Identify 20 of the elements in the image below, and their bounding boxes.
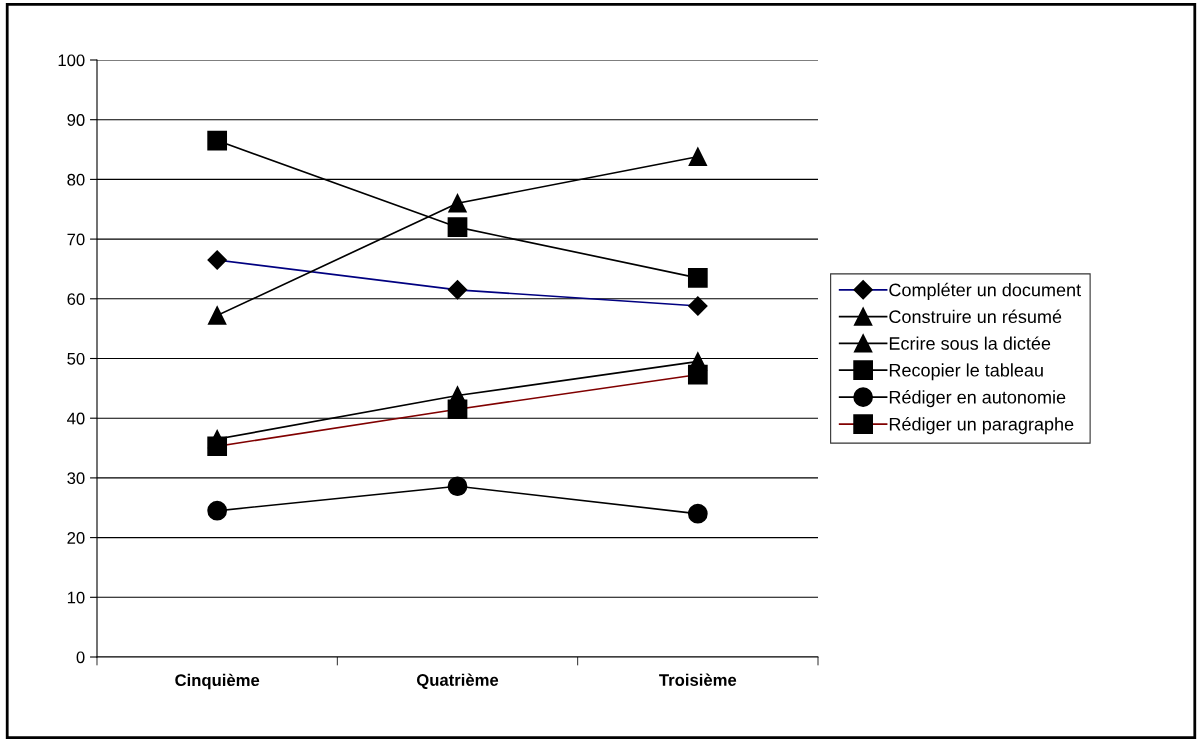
x-tick-label: Troisième xyxy=(659,673,737,686)
legend-label: Compléter un document xyxy=(889,282,1081,300)
y-tick-label: 70 xyxy=(67,233,85,246)
x-tick-label: Quatrième xyxy=(416,673,499,690)
legend-label: Rédiger un paragraphe xyxy=(889,417,1074,435)
y-tick-label: 60 xyxy=(67,293,85,305)
y-tick-label: 50 xyxy=(67,352,85,365)
y-tick-label: 0 xyxy=(76,651,85,664)
y-tick-label: 100 xyxy=(58,54,85,67)
y-tick-label: 20 xyxy=(67,532,85,544)
y-tick-label: 90 xyxy=(67,114,85,126)
y-tick-label: 80 xyxy=(67,173,85,186)
x-tick-label: Cinquième xyxy=(175,673,260,690)
legend-label: Recopier le tableau xyxy=(889,363,1043,381)
legend-label: Construire un résumé xyxy=(889,309,1062,324)
legend-label: Rédiger en autonomie xyxy=(889,390,1066,408)
y-tick-label: 30 xyxy=(67,472,85,485)
y-tick-label: 40 xyxy=(67,412,85,425)
y-tick-label: 10 xyxy=(67,591,85,604)
legend-label: Ecrire sous la dictée xyxy=(889,336,1051,350)
